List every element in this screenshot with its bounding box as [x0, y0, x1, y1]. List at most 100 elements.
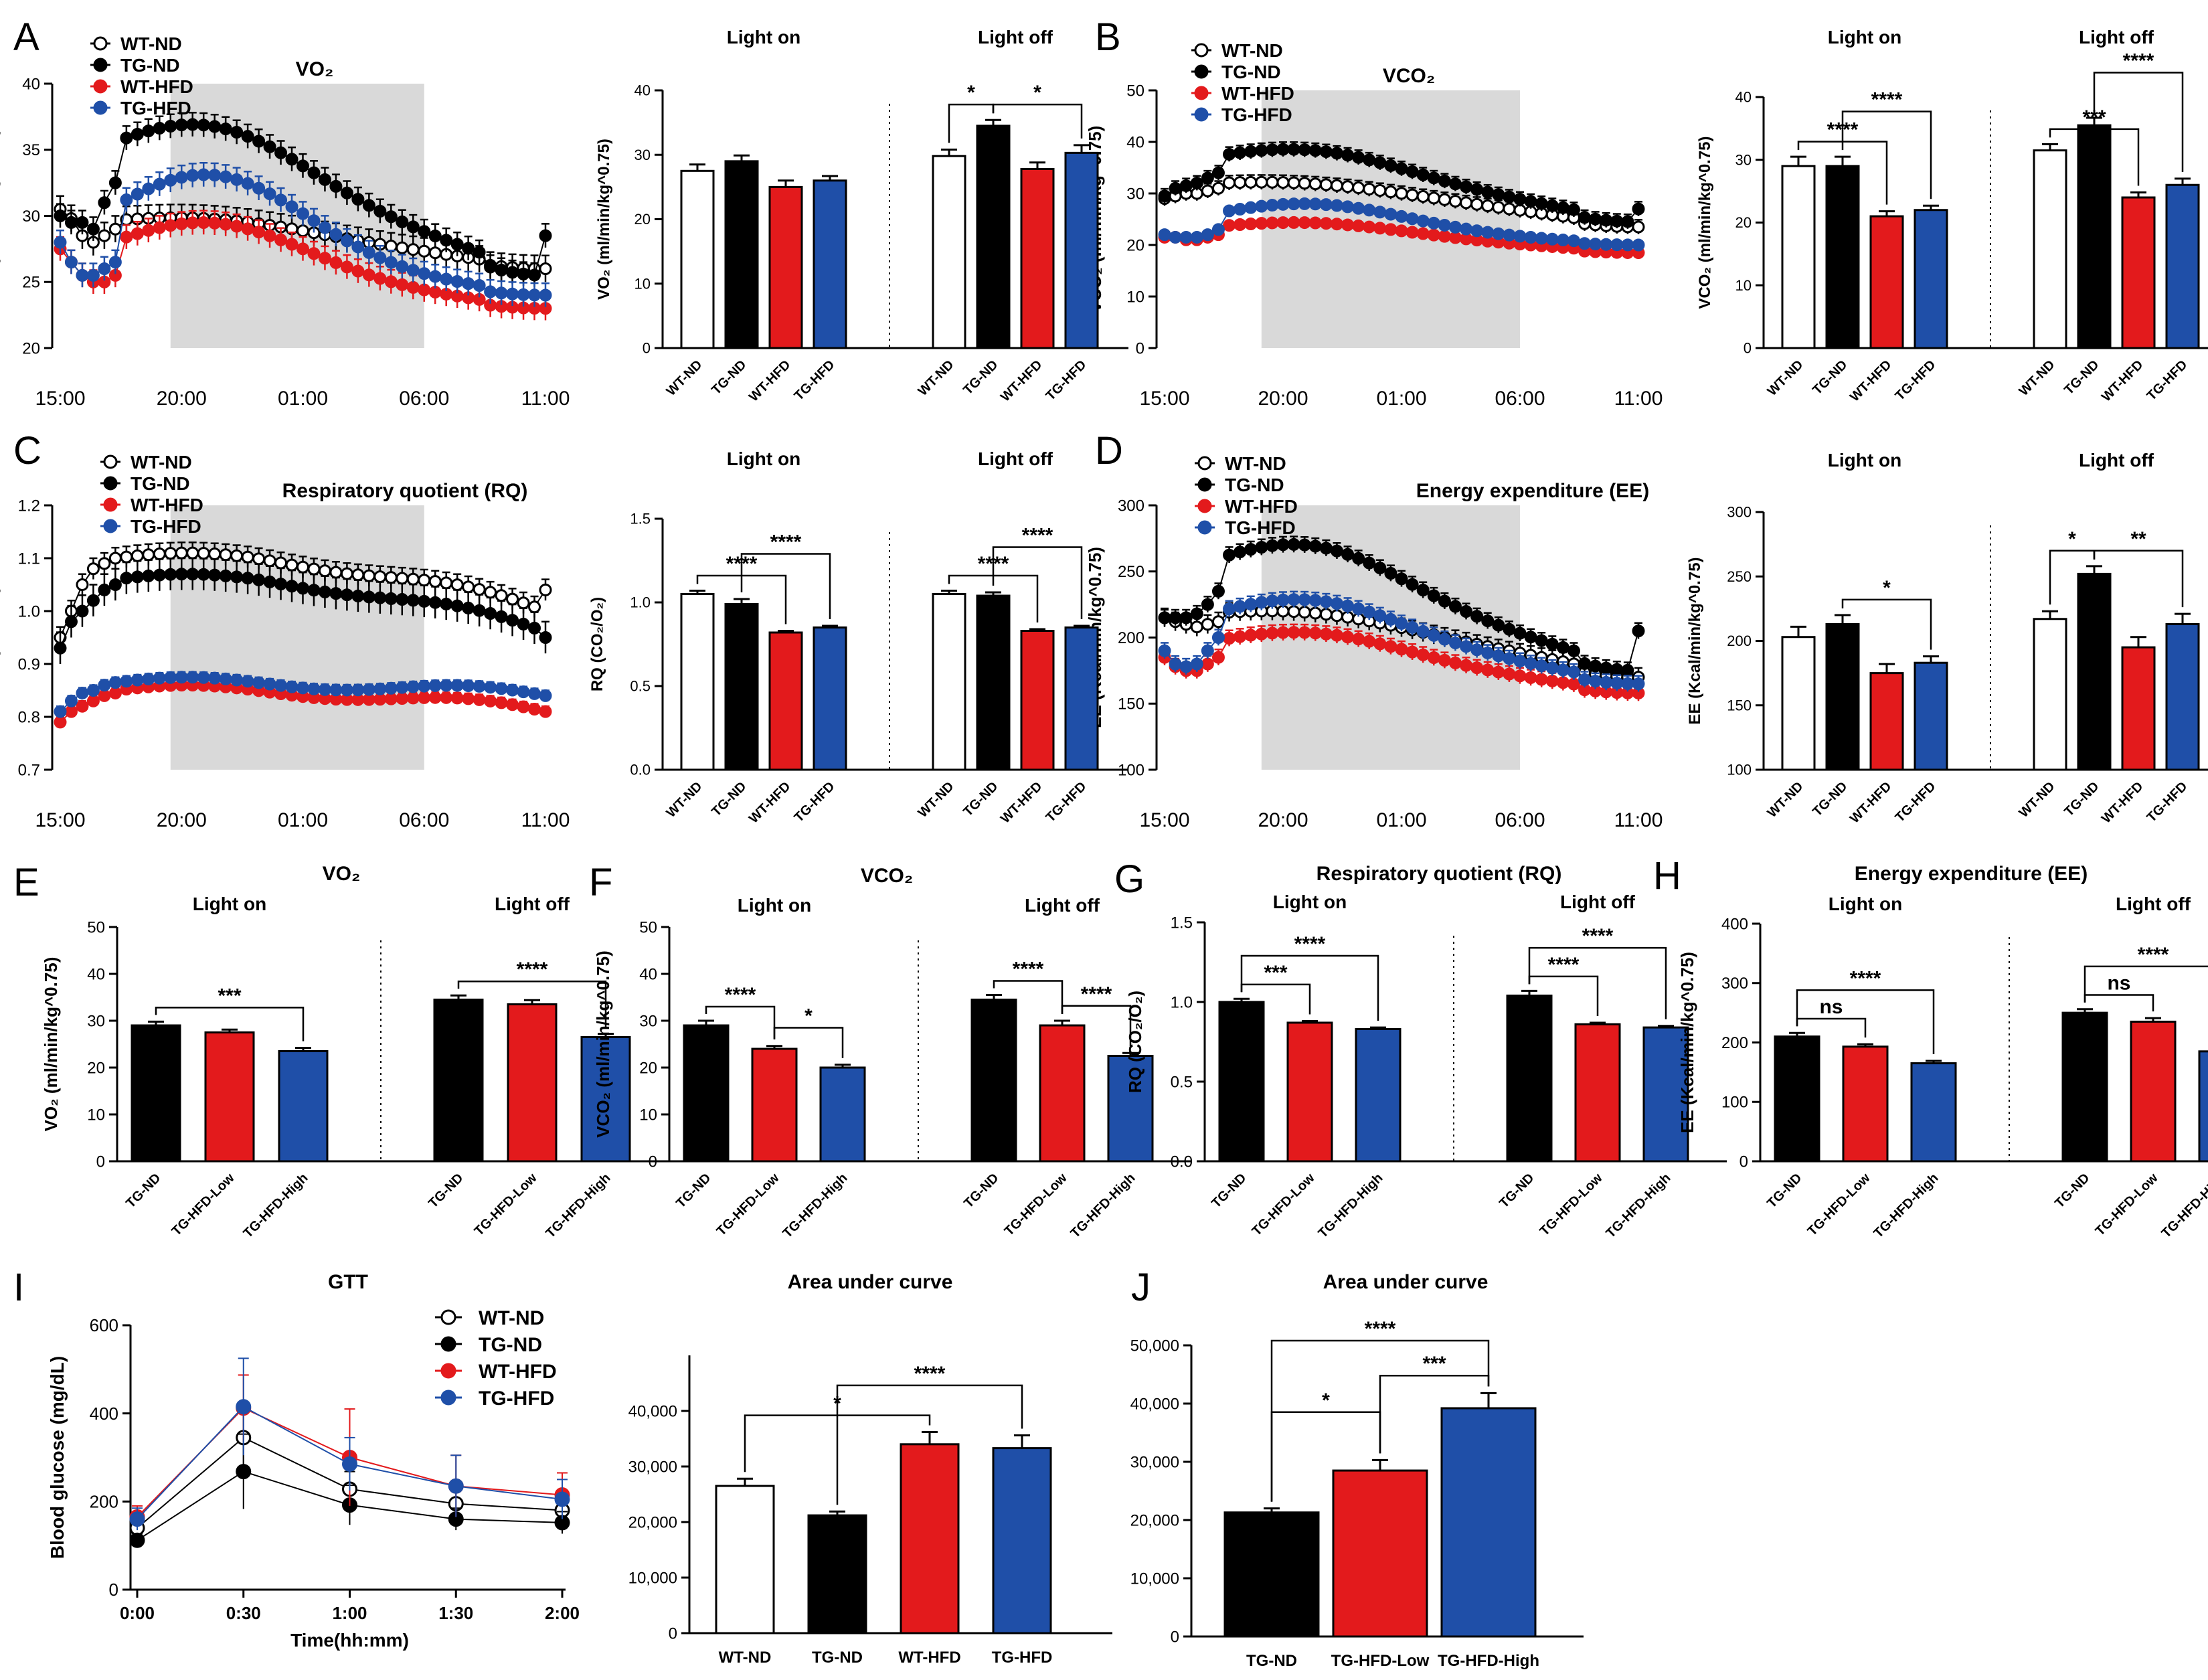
data-point-WT-ND — [418, 244, 431, 258]
bar-WT-HFD — [768, 185, 803, 349]
data-point-TG-ND — [1524, 195, 1537, 208]
data-point-WT-HFD — [362, 268, 375, 282]
data-point-WT-HFD — [406, 280, 420, 294]
group-label: Light on — [727, 448, 800, 469]
data-point-WT-ND — [153, 547, 166, 560]
data-point-TG-HFD — [129, 1511, 145, 1527]
significance-bracket — [155, 1007, 305, 1041]
data-point-TG-HFD — [362, 683, 375, 696]
y-tick-label: 30,000 — [1130, 1453, 1179, 1471]
data-point-TG-ND — [1406, 578, 1419, 591]
significance-label: **** — [770, 531, 802, 554]
legend-marker — [1197, 520, 1212, 535]
data-point-TG-HFD — [1427, 628, 1440, 642]
data-point-TG-ND — [1319, 145, 1333, 159]
data-point-TG-HFD — [517, 685, 530, 699]
y-tick-label: 1.0 — [18, 602, 40, 620]
data-point-TG-HFD — [1190, 657, 1203, 671]
data-point-TG-HFD — [1179, 230, 1193, 244]
bar-TG-HFD — [992, 1447, 1052, 1634]
x-tick-label: 20:00 — [157, 809, 207, 831]
data-point-TG-ND — [406, 594, 420, 607]
data-point-TG-ND — [307, 166, 321, 179]
data-point-TG-ND — [1384, 567, 1397, 580]
data-point-WT-ND — [373, 570, 387, 584]
data-point-TG-ND — [396, 215, 409, 228]
data-point-WT-HFD — [285, 238, 299, 251]
group-label: Light on — [727, 27, 800, 48]
bar-TG-HFD-High — [1355, 1027, 1402, 1163]
data-point-WT-HFD — [1373, 222, 1387, 235]
significance-label: * — [2068, 528, 2076, 550]
data-point-TG-ND — [1621, 663, 1634, 677]
legend-label: WT-HFD — [479, 1361, 557, 1383]
x-tick-label: 0:30 — [226, 1603, 261, 1623]
data-point-TG-HFD — [1373, 205, 1387, 219]
data-point-TG-ND — [1438, 594, 1451, 608]
data-point-WT-HFD — [1341, 218, 1355, 232]
data-point-WT-ND — [1211, 615, 1225, 628]
data-point-WT-HFD — [1352, 633, 1365, 646]
data-point-TG-ND — [396, 593, 409, 606]
data-point-TG-HFD — [1524, 657, 1537, 670]
data-point-TG-HFD — [340, 683, 353, 697]
data-point-WT-HFD — [1567, 677, 1580, 691]
category-label: TG-ND — [960, 779, 1001, 819]
data-point-WT-HFD — [418, 691, 431, 704]
significance-bracket — [992, 103, 1083, 139]
data-point-TG-HFD — [307, 214, 321, 228]
data-point-TG-HFD — [1492, 649, 1505, 663]
data-point-WT-ND — [1384, 185, 1397, 199]
legend-label: TG-ND — [1221, 62, 1281, 82]
data-point-TG-ND — [252, 135, 266, 148]
data-point-TG-HFD — [1567, 234, 1580, 248]
data-point-WT-HFD — [76, 699, 89, 713]
data-point-TG-HFD — [86, 684, 100, 697]
y-tick-label: 40 — [87, 965, 105, 983]
y-tick-label: 20 — [634, 211, 651, 228]
category-label: WT-ND — [1765, 779, 1806, 821]
data-point-WT-HFD — [1244, 628, 1258, 642]
data-point-TG-HFD — [473, 679, 486, 693]
bar-TG-ND — [807, 1514, 867, 1634]
data-point-TG-HFD — [230, 673, 244, 687]
data-point-TG-ND — [120, 131, 133, 145]
data-point-TG-ND — [1492, 618, 1505, 632]
y-tick-label: 10,000 — [628, 1569, 677, 1587]
group-label: Light off — [2116, 894, 2191, 914]
data-point-TG-HFD — [1632, 238, 1645, 252]
data-point-TG-HFD — [76, 268, 89, 282]
y-axis-title: VO₂ (ml/min/kg^0.75) — [41, 957, 61, 1132]
data-point-TG-ND — [384, 592, 398, 605]
category-label: WT-HFD — [1847, 357, 1895, 405]
data-point-TG-ND — [1545, 199, 1559, 212]
category-label: TG-ND — [709, 779, 749, 819]
data-point-TG-HFD — [1460, 640, 1473, 653]
data-point-TG-HFD — [285, 200, 299, 214]
bar-chart-G: 0.00.51.01.5RQ (CO₂/O₂)TG-ND TG-HFD-LowTG… — [1125, 863, 1727, 1241]
legend-label: TG-ND — [131, 473, 190, 494]
data-point-TG-ND — [164, 120, 177, 133]
data-point-WT-HFD — [1352, 219, 1365, 232]
data-point-WT-ND — [495, 589, 508, 602]
data-point-WT-ND — [318, 564, 331, 578]
data-point-WT-ND — [1308, 177, 1322, 191]
category-label: TG-HFD-Low — [472, 1171, 540, 1239]
data-point-WT-HFD — [1395, 643, 1408, 656]
legend-marker — [1194, 43, 1209, 58]
data-point-TG-HFD — [1223, 204, 1236, 218]
data-point-TG-ND — [1266, 143, 1279, 157]
data-point-WT-HFD — [1308, 626, 1322, 640]
data-point-TG-HFD — [1578, 673, 1592, 686]
data-point-TG-HFD — [98, 679, 111, 692]
legend-marker — [1194, 64, 1209, 79]
data-point-TG-ND — [241, 572, 254, 585]
data-point-WT-ND — [1276, 176, 1290, 189]
group-label: Light off — [978, 27, 1053, 48]
x-tick-label: 15:00 — [1139, 809, 1189, 831]
bar-TG-ND — [2061, 1011, 2108, 1163]
group-label: Light off — [1560, 892, 1636, 912]
x-tick-label: 11:00 — [1614, 809, 1663, 831]
data-point-TG-HFD — [1460, 222, 1473, 236]
data-point-TG-ND — [495, 610, 508, 623]
